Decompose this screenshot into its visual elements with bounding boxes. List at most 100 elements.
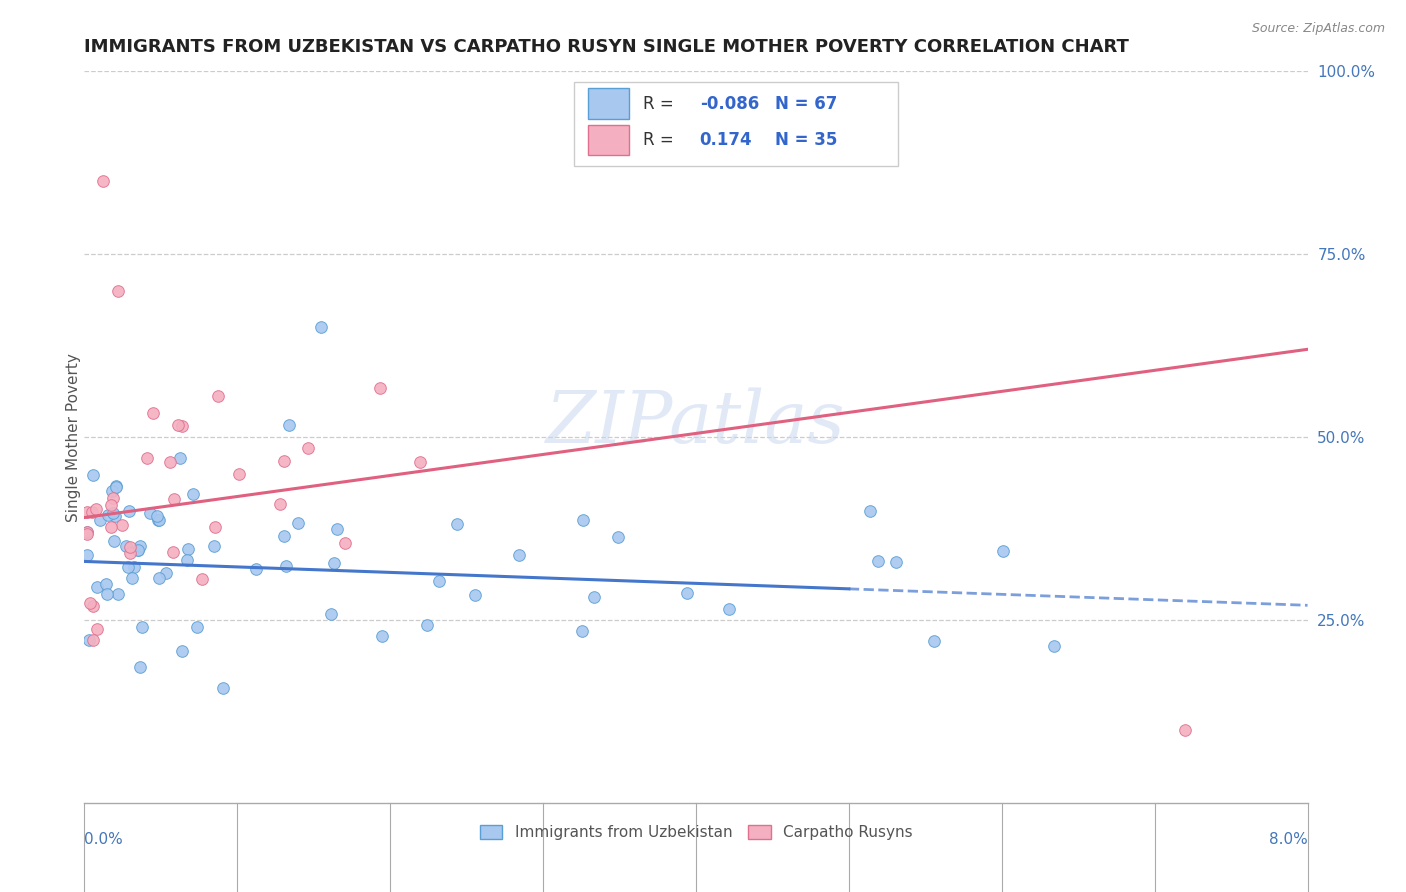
Point [101,506,124,520]
Text: N = 35: N = 35 [776,131,838,149]
Point [177,541,200,556]
Point [202,539,225,553]
Point [866,554,889,568]
Point [333,536,356,550]
Point [148,571,170,585]
Point [127,543,149,558]
FancyBboxPatch shape [588,88,628,119]
Point [122,560,145,574]
Point [884,555,907,569]
Point [1174,723,1197,737]
Point [287,516,309,530]
Point [91,174,114,188]
Text: R =: R = [644,131,679,149]
Point [409,455,432,469]
Point [97,508,120,523]
Point [86,580,108,594]
Point [859,504,882,518]
Point [82,505,104,519]
Point [326,523,349,537]
Point [276,558,298,573]
Point [82,467,104,482]
Point [76,548,98,562]
Point [127,543,149,558]
Text: 8.0%: 8.0% [1268,832,1308,847]
Point [105,480,128,494]
Point [76,505,98,519]
Legend: Immigrants from Uzbekistan, Carpatho Rusyns: Immigrants from Uzbekistan, Carpatho Rus… [474,819,918,847]
Point [922,633,945,648]
Point [146,513,169,527]
Point [139,506,162,520]
Text: IMMIGRANTS FROM UZBEKISTAN VS CARPATHO RUSYN SINGLE MOTHER POVERTY CORRELATION C: IMMIGRANTS FROM UZBEKISTAN VS CARPATHO R… [84,38,1129,56]
Point [82,632,104,647]
Text: -0.086: -0.086 [700,95,759,112]
Point [319,607,342,621]
Point [103,491,125,505]
Point [77,632,100,647]
Point [82,599,104,614]
Point [120,540,142,554]
Point [100,498,122,512]
Point [76,525,98,540]
Point [76,527,98,541]
Point [273,528,295,542]
Point [129,660,152,674]
Point [323,556,346,570]
Point [145,509,167,524]
Point [207,389,229,403]
Point [204,520,226,534]
Point [76,524,98,539]
Point [107,284,129,298]
Point [101,483,124,498]
Point [212,681,235,695]
Point [176,552,198,566]
Point [606,530,628,544]
Point [190,572,212,586]
Point [427,574,450,588]
Point [86,622,108,636]
Text: N = 67: N = 67 [776,95,838,112]
Point [508,549,530,563]
Point [169,451,191,466]
Point [571,624,593,638]
Point [163,491,186,506]
Point [186,620,208,634]
Point [121,571,143,585]
Point [245,562,267,576]
Point [1042,639,1064,653]
Point [100,519,122,533]
Y-axis label: Single Mother Poverty: Single Mother Poverty [66,352,80,522]
FancyBboxPatch shape [574,82,898,167]
Point [111,518,134,533]
Text: 0.174: 0.174 [700,131,752,149]
Point [166,417,188,432]
Point [464,588,486,602]
Text: ZIPatlas: ZIPatlas [546,387,846,458]
Point [131,620,153,634]
Point [371,629,394,643]
Point [114,539,136,553]
Point [104,508,127,523]
Point [446,516,468,531]
FancyBboxPatch shape [588,125,628,155]
Point [297,441,319,455]
Point [273,454,295,468]
Point [572,513,595,527]
Point [370,381,392,395]
Point [415,617,437,632]
Point [159,455,181,469]
Point [107,587,129,601]
Point [228,467,250,482]
Point [79,596,101,610]
Text: R =: R = [644,95,679,112]
Point [142,406,165,420]
Point [129,539,152,553]
Point [311,320,333,334]
Point [96,586,118,600]
Point [172,418,194,433]
Point [278,417,301,432]
Point [717,602,740,616]
Point [676,586,699,600]
Point [117,560,139,574]
